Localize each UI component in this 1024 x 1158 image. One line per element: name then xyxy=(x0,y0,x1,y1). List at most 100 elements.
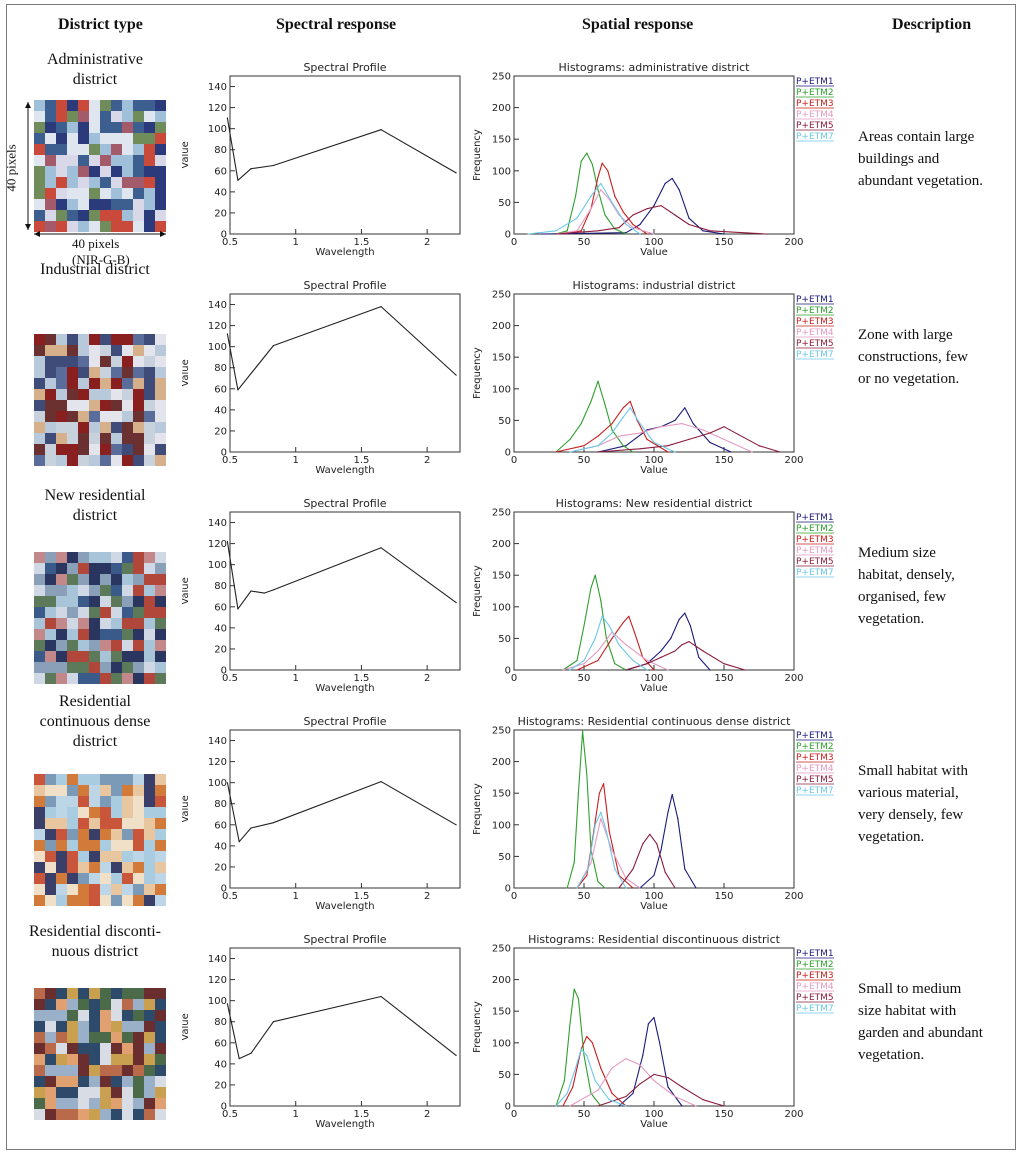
pixel-block xyxy=(78,796,90,808)
description-line: Small habitat with xyxy=(858,763,968,779)
district-row: New residential district Spectral Profile 0… xyxy=(0,476,1024,694)
y-tick-label: 0 xyxy=(505,666,511,677)
pixel-block xyxy=(155,895,166,906)
x-tick-label: 200 xyxy=(784,237,803,248)
pixel-block xyxy=(67,552,79,564)
pixel-block xyxy=(144,884,156,896)
pixel-block xyxy=(56,210,68,222)
pixel-block xyxy=(34,774,46,786)
pixel-block xyxy=(111,1109,123,1120)
pixel-block xyxy=(56,221,68,232)
y-tick-label: 150 xyxy=(492,1007,511,1018)
district-image xyxy=(34,988,166,1120)
pixel-block xyxy=(67,199,79,211)
legend-entry: P+ETM3 xyxy=(796,971,834,981)
pixel-block xyxy=(67,1032,79,1044)
spectral-profile-chart: Spectral Profile 0.5 1 1.5 2 0 20 40 60 80 100 120 1… xyxy=(180,714,467,914)
x-tick-label: 50 xyxy=(578,455,591,466)
pixel-block xyxy=(34,574,46,586)
legend-entry: P+ETM4 xyxy=(796,546,834,556)
pixel-block xyxy=(111,345,123,357)
pixel-block xyxy=(34,1032,46,1044)
pixel-block xyxy=(78,356,90,368)
pixel-block xyxy=(56,785,68,797)
district-title-line: district xyxy=(72,71,118,88)
data-point xyxy=(681,1105,683,1107)
pixel-block xyxy=(56,873,68,885)
pixel-block xyxy=(67,411,79,423)
pixel-block xyxy=(111,618,123,630)
district-title-line: district xyxy=(72,733,118,750)
pixel-block xyxy=(56,596,68,608)
data-point xyxy=(597,445,599,447)
x-tick-label: 100 xyxy=(644,1109,663,1120)
y-tick-label: 40 xyxy=(214,1059,227,1070)
pixel-block xyxy=(34,378,46,390)
pixel-block xyxy=(155,873,166,885)
pixel-block xyxy=(111,166,123,178)
district-description: Areas contain large buildings and abundant… xyxy=(858,126,1008,192)
data-point xyxy=(600,1067,602,1069)
pixel-block xyxy=(133,433,145,445)
description-line: size habitat with xyxy=(858,1003,957,1019)
y-tick-label: 140 xyxy=(208,300,227,311)
pixel-block xyxy=(34,411,46,423)
y-tick-label: 40 xyxy=(214,841,227,852)
pixel-block xyxy=(155,1054,166,1066)
pixel-block xyxy=(45,356,57,368)
pixel-block xyxy=(144,133,156,145)
pixel-block xyxy=(45,155,57,167)
pixel-block xyxy=(122,1065,134,1077)
pixel-block xyxy=(100,862,112,874)
pixel-block xyxy=(111,334,123,346)
data-point xyxy=(582,730,584,732)
y-axis-label: Frequency xyxy=(472,783,483,835)
y-axis-label: Frequency xyxy=(472,347,483,399)
pixel-block xyxy=(133,177,145,189)
data-point xyxy=(576,230,578,232)
pixel-block xyxy=(111,895,123,906)
data-point xyxy=(653,1073,655,1075)
pixel-block xyxy=(34,988,46,1000)
pixel-block xyxy=(144,895,156,906)
legend-entry: P+ETM4 xyxy=(796,764,834,774)
pixel-block xyxy=(45,133,57,145)
pixel-block xyxy=(100,840,112,852)
pixel-block xyxy=(78,221,90,232)
pixel-block xyxy=(144,629,156,641)
x-tick-label: 2 xyxy=(424,1109,430,1120)
pixel-block xyxy=(56,829,68,841)
pixel-block xyxy=(155,629,166,641)
pixel-block xyxy=(67,884,79,896)
pixel-block xyxy=(144,1032,156,1044)
data-point xyxy=(632,214,634,216)
series-line-p-etm3 xyxy=(555,400,669,453)
pixel-block xyxy=(111,1021,123,1033)
pixel-block xyxy=(45,411,57,423)
pixel-block xyxy=(67,607,79,619)
pixel-block xyxy=(34,895,46,906)
pixel-block xyxy=(78,851,90,863)
pixel-block xyxy=(78,988,90,1000)
x-tick-label: 0.5 xyxy=(222,455,238,466)
pixel-block xyxy=(56,574,68,586)
pixel-block xyxy=(122,785,134,797)
pixel-block xyxy=(122,818,134,830)
pixel-block xyxy=(133,774,145,786)
x-tick-label: 0.5 xyxy=(222,673,238,684)
pixel-block xyxy=(67,895,79,906)
pixel-block xyxy=(133,411,145,423)
pixel-block xyxy=(155,988,166,1000)
data-point xyxy=(702,1099,704,1101)
pixel-block xyxy=(122,188,134,200)
y-tick-label: 0 xyxy=(505,1102,511,1113)
data-point xyxy=(455,172,457,174)
pixel-block xyxy=(67,796,79,808)
pixel-block xyxy=(56,411,68,423)
data-point xyxy=(600,811,602,813)
pixel-block xyxy=(122,895,134,906)
pixel-block xyxy=(144,111,156,123)
y-tick-label: 140 xyxy=(208,954,227,965)
pixel-block xyxy=(100,673,112,684)
